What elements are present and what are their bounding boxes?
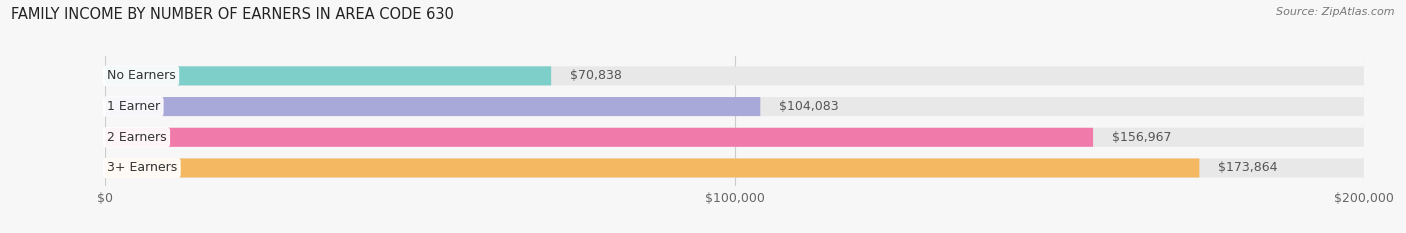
FancyBboxPatch shape [105, 128, 1092, 147]
Text: FAMILY INCOME BY NUMBER OF EARNERS IN AREA CODE 630: FAMILY INCOME BY NUMBER OF EARNERS IN AR… [11, 7, 454, 22]
Text: Source: ZipAtlas.com: Source: ZipAtlas.com [1277, 7, 1395, 17]
FancyBboxPatch shape [105, 97, 1364, 116]
FancyBboxPatch shape [105, 97, 761, 116]
Text: 3+ Earners: 3+ Earners [107, 161, 177, 175]
FancyBboxPatch shape [105, 158, 1364, 178]
Text: $70,838: $70,838 [569, 69, 621, 82]
Text: $156,967: $156,967 [1112, 131, 1171, 144]
FancyBboxPatch shape [105, 66, 1364, 85]
FancyBboxPatch shape [105, 158, 1199, 178]
Text: $173,864: $173,864 [1218, 161, 1278, 175]
FancyBboxPatch shape [105, 128, 1364, 147]
Text: 2 Earners: 2 Earners [107, 131, 166, 144]
Text: $104,083: $104,083 [779, 100, 839, 113]
Text: 1 Earner: 1 Earner [107, 100, 160, 113]
FancyBboxPatch shape [105, 66, 551, 85]
Text: No Earners: No Earners [107, 69, 176, 82]
